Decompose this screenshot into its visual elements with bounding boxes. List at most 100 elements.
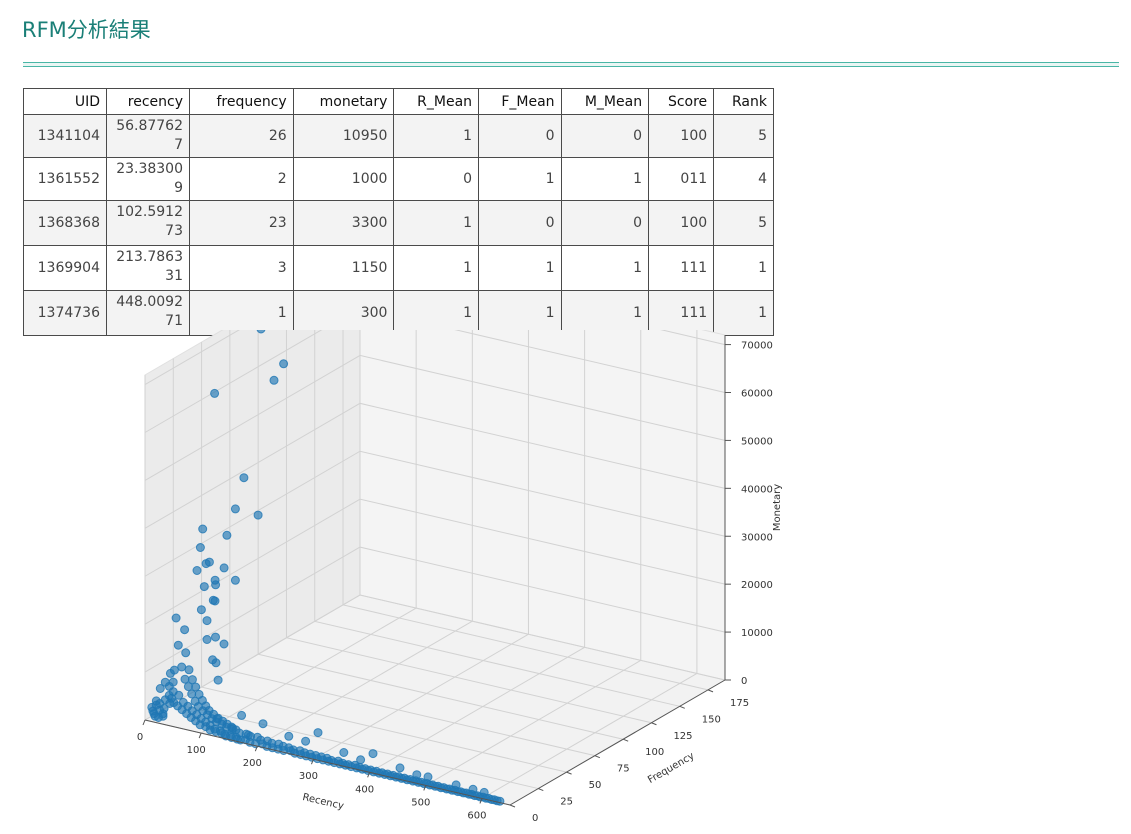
- table-cell-recency: 56.877627: [106, 114, 190, 158]
- scatter-point: [258, 719, 268, 729]
- scatter-points: [147, 330, 505, 806]
- z-tick-label: 50000: [741, 436, 773, 447]
- table-cell-r-mean: 1: [393, 290, 480, 336]
- scatter-point: [301, 736, 311, 746]
- scatter-point: [174, 690, 184, 700]
- table-row: 1374736 448.009271 1 300 1 1 1 111 1: [23, 290, 774, 336]
- table-cell-r-mean: 1: [393, 114, 480, 158]
- column-header-frequency: frequency: [189, 88, 294, 115]
- y-axis-line: [509, 679, 726, 806]
- gridline-z: [144, 330, 726, 386]
- scatter-point: [202, 635, 212, 644]
- table-cell-uid: 1374736: [23, 290, 107, 336]
- table-cell-frequency: 3: [189, 245, 294, 291]
- x-tick: [367, 772, 371, 778]
- x-tick-label: 600: [467, 810, 486, 821]
- table-cell-uid: 1368368: [23, 200, 107, 246]
- table-cell-monetary: 1150: [292, 245, 395, 291]
- table-cell-f-mean: 1: [478, 290, 562, 336]
- scatter-point: [219, 639, 229, 649]
- y-tick: [622, 738, 629, 742]
- column-header-uid: UID: [23, 88, 107, 115]
- y-tick: [707, 689, 714, 693]
- table-cell-m-mean: 0: [560, 114, 650, 158]
- scatter-point: [169, 665, 179, 675]
- table-cell-score: 100: [648, 200, 715, 246]
- table-cell-monetary: 3300: [292, 200, 395, 246]
- table-row: 1341104 56.877627 26 10950 1 0 0 100 5: [23, 114, 774, 158]
- table-cell-rank: 5: [713, 200, 774, 246]
- y-tick: [538, 788, 544, 792]
- column-header-f-mean: F_Mean: [478, 88, 562, 115]
- column-header-recency: recency: [106, 88, 190, 115]
- y-tick-label: 25: [560, 797, 573, 808]
- table-cell-rank: 5: [713, 114, 774, 158]
- x-tick: [254, 745, 258, 752]
- scatter-point: [222, 530, 232, 540]
- y-tick: [566, 771, 572, 775]
- z-tick-label: 60000: [741, 389, 773, 400]
- column-header-rank: Rank: [713, 88, 774, 115]
- scatter-point: [279, 359, 289, 369]
- table-cell-recency: 213.786331: [106, 245, 190, 291]
- scatter-point: [228, 723, 238, 733]
- scatter-point: [168, 677, 178, 687]
- scatter-point: [479, 787, 489, 797]
- table-cell-frequency: 23: [189, 200, 294, 246]
- table-cell-score: 011: [648, 157, 715, 201]
- gridline-z: [144, 402, 726, 529]
- scatter-point: [230, 504, 240, 514]
- gridline-z: [144, 354, 726, 481]
- x-tick-label: 0: [137, 732, 143, 743]
- scatter-point: [239, 473, 249, 483]
- scatter-point: [204, 557, 214, 567]
- scatter-point: [395, 763, 405, 773]
- table-cell-recency: 448.009271: [106, 290, 190, 336]
- z-tick-label: 30000: [741, 532, 773, 543]
- scatter-point: [187, 689, 197, 699]
- table-cell-m-mean: 1: [560, 157, 650, 201]
- scatter-point: [180, 674, 190, 684]
- scatter-point: [211, 632, 220, 642]
- x-axis-label: Recency: [301, 792, 345, 812]
- rfm-3d-scatter-plot: 0 100 200 300 400 500 600 0 25 50 75 100 125 150 175 0 1…: [137, 330, 783, 824]
- scatter-point: [210, 388, 220, 398]
- scatter-point: [356, 755, 366, 765]
- scatter-point: [158, 711, 168, 721]
- table-row: 1368368 102.591273 23 3300 1 0 0 100 5: [23, 200, 774, 246]
- table-cell-f-mean: 1: [478, 245, 562, 291]
- table-cell-score: 111: [648, 245, 715, 291]
- table-cell-r-mean: 1: [393, 245, 480, 291]
- y-tick: [679, 705, 685, 709]
- scatter-point: [183, 682, 193, 692]
- y-tick: [594, 755, 601, 759]
- table-cell-f-mean: 0: [478, 200, 562, 246]
- scatter-point: [468, 784, 478, 794]
- column-header-monetary: monetary: [292, 88, 395, 115]
- scatter-point: [187, 675, 197, 685]
- scatter-point: [155, 684, 165, 693]
- plot-axes: 0 100 200 300 400 500 600 0 25 50 75 100 125 150 175 0 1…: [137, 335, 783, 824]
- gridline-z: [144, 546, 726, 673]
- scatter-point: [173, 640, 183, 650]
- table-cell-frequency: 1: [189, 290, 294, 336]
- table-cell-m-mean: 1: [560, 245, 650, 291]
- scatter-point: [339, 748, 349, 757]
- x-tick: [310, 759, 314, 765]
- scatter-point: [195, 543, 205, 552]
- y-tick-label: 50: [589, 780, 602, 791]
- table-cell-uid: 1361552: [23, 157, 107, 201]
- z-tick-label: 0: [741, 676, 747, 687]
- y-tick-label: 75: [617, 764, 630, 775]
- scatter-point: [313, 728, 323, 738]
- scatter-point: [368, 749, 378, 759]
- table-cell-rank: 1: [713, 290, 774, 336]
- scatter-point: [412, 770, 422, 780]
- table-header-row: UID recency frequency monetary R_Mean F_…: [23, 88, 774, 115]
- y-tick-label: 100: [645, 747, 664, 758]
- scatter-point: [243, 730, 253, 740]
- scatter-point: [184, 665, 194, 675]
- rfm-results-table: UID recency frequency monetary R_Mean F_…: [23, 88, 774, 336]
- scatter-point: [212, 714, 222, 724]
- x-tick: [198, 732, 202, 739]
